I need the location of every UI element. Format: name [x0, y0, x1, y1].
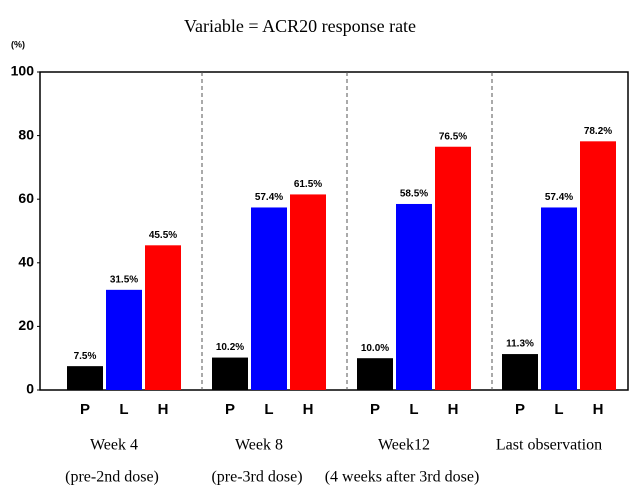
y-tick-label: 20: [18, 317, 34, 333]
bar: [541, 207, 577, 390]
series-letter: P: [80, 401, 90, 418]
series-letter: P: [515, 401, 525, 418]
value-label: 78.2%: [584, 126, 612, 137]
x-tick-label: Week 4: [90, 437, 138, 454]
bar: [106, 289, 142, 390]
bar: [502, 354, 538, 390]
series-letter: H: [448, 401, 459, 418]
y-tick-label: 100: [11, 63, 35, 79]
bar: [396, 203, 432, 390]
series-letter: H: [158, 401, 169, 418]
value-label: 76.5%: [439, 131, 467, 142]
series-letter: L: [554, 401, 563, 418]
series-letter: L: [264, 401, 273, 418]
value-label: 45.5%: [149, 230, 177, 241]
series-letter: P: [225, 401, 235, 418]
bar: [67, 366, 103, 390]
y-tick-label: 80: [18, 126, 34, 142]
series-letter: H: [593, 401, 604, 418]
series-letter: L: [119, 401, 128, 418]
bar: [357, 358, 393, 390]
value-label: 10.2%: [216, 342, 244, 353]
value-label: 31.5%: [110, 274, 138, 285]
x-tick-label: Week12: [378, 437, 430, 454]
series-letter: L: [409, 401, 418, 418]
bar: [212, 357, 248, 390]
chart-title: Variable = ACR20 response rate: [184, 16, 416, 36]
value-label: 11.3%: [506, 339, 534, 350]
bar: [251, 207, 287, 390]
x-tick-label: Week 8: [235, 437, 283, 454]
series-letter: H: [303, 401, 314, 418]
x-tick-sublabel: (4 weeks after 3rd dose): [325, 469, 480, 486]
bar: [580, 141, 616, 390]
value-label: 10.0%: [361, 343, 389, 354]
value-label: 57.4%: [255, 192, 283, 203]
bar: [145, 245, 181, 390]
x-tick-sublabel: (pre-3rd dose): [211, 469, 302, 486]
bar: [435, 146, 471, 390]
value-label: 61.5%: [294, 179, 322, 190]
value-label: 58.5%: [400, 189, 428, 200]
bar: [290, 194, 326, 390]
x-tick-label: Last observation: [496, 437, 602, 454]
value-label: 57.4%: [545, 192, 573, 203]
y-axis-label: (%): [11, 39, 25, 49]
x-tick-sublabel: (pre-2nd dose): [65, 469, 159, 486]
y-tick-label: 0: [26, 381, 34, 397]
y-tick-label: 40: [18, 254, 34, 270]
y-tick-label: 60: [18, 190, 34, 206]
value-label: 7.5%: [74, 351, 97, 362]
plot-frame: [39, 71, 629, 391]
series-letter: P: [370, 401, 380, 418]
